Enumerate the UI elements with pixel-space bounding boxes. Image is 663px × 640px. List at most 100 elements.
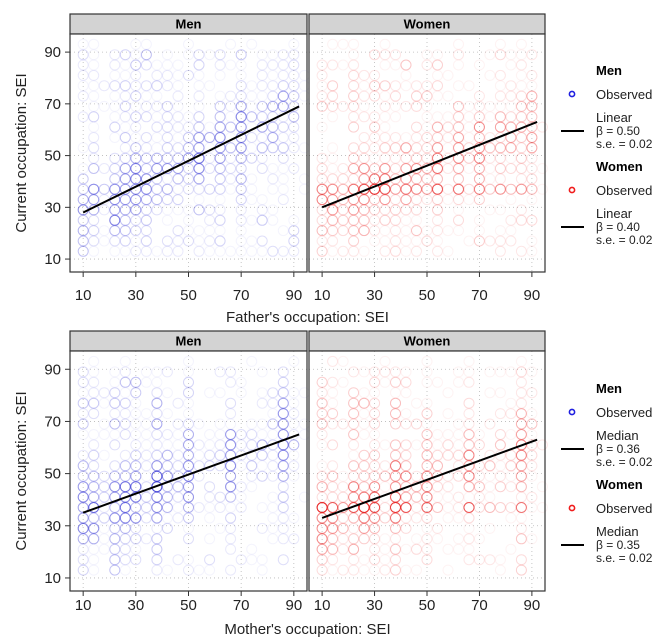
- observed-point: [140, 59, 152, 71]
- observed-point: [235, 121, 247, 133]
- observed-point: [172, 100, 184, 112]
- observed-point: [225, 142, 237, 154]
- observed-point: [172, 152, 184, 164]
- observed-point: [235, 194, 247, 206]
- observed-point: [267, 142, 279, 154]
- observed-point: [193, 235, 205, 247]
- observed-point: [119, 132, 131, 143]
- observed-point: [88, 163, 100, 174]
- observed-point: [246, 100, 258, 112]
- legend-point-key: [568, 90, 576, 98]
- observed-point: [288, 132, 300, 143]
- observed-point: [130, 173, 142, 185]
- legend-line-label-3: s.e. = 0.02: [596, 137, 653, 151]
- observed-point: [130, 204, 142, 216]
- observed-point: [193, 142, 205, 154]
- observed-point: [235, 49, 247, 61]
- observed-point: [235, 121, 247, 133]
- observed-point: [193, 132, 205, 143]
- observed-point: [183, 163, 194, 174]
- observed-point: [109, 204, 121, 216]
- observed-point: [119, 204, 131, 216]
- observed-point: [193, 49, 205, 61]
- observed-point: [161, 121, 173, 133]
- observed-point: [214, 111, 226, 123]
- observed-point: [109, 225, 121, 237]
- observed-point: [77, 173, 89, 185]
- observed-point: [119, 80, 131, 92]
- observed-point: [77, 183, 89, 195]
- observed-point: [246, 111, 258, 123]
- observed-point: [267, 214, 279, 226]
- observed-point: [193, 80, 205, 92]
- observed-point: [130, 163, 142, 174]
- observed-point: [214, 173, 226, 185]
- observed-point: [214, 152, 226, 164]
- observed-point: [256, 59, 268, 71]
- observed-point: [109, 204, 121, 216]
- observed-point: [235, 183, 247, 195]
- observed-point: [225, 183, 237, 195]
- observed-point: [109, 100, 121, 112]
- observed-point: [235, 111, 247, 123]
- observed-point: [88, 183, 100, 195]
- observed-point: [88, 235, 100, 247]
- observed-point: [109, 183, 121, 195]
- observed-point: [235, 235, 247, 247]
- observed-point: [88, 235, 100, 247]
- observed-point: [109, 183, 121, 195]
- observed-point: [288, 90, 300, 102]
- observed-point: [130, 152, 142, 164]
- observed-point: [193, 163, 205, 174]
- observed-point: [256, 163, 268, 174]
- observed-point: [267, 59, 279, 71]
- observed-point: [151, 194, 163, 206]
- observed-point: [140, 183, 152, 195]
- observed-point: [119, 214, 131, 226]
- observed-point: [225, 163, 237, 174]
- observed-point: [256, 142, 268, 154]
- observed-point: [267, 121, 279, 133]
- observed-point: [225, 142, 237, 154]
- observed-point: [109, 214, 121, 226]
- observed-point: [140, 152, 152, 164]
- observed-point: [246, 152, 258, 164]
- observed-point: [193, 132, 205, 143]
- observed-point: [88, 111, 100, 123]
- observed-point: [277, 245, 289, 257]
- observed-point: [214, 183, 226, 195]
- observed-point: [277, 225, 289, 237]
- observed-point: [256, 132, 268, 143]
- observed-point: [109, 183, 121, 195]
- observed-point: [109, 163, 121, 174]
- observed-point: [225, 163, 237, 174]
- observed-point: [267, 142, 279, 154]
- observed-point: [256, 235, 268, 247]
- x-tick-label: 10: [75, 597, 92, 614]
- observed-point: [140, 235, 152, 247]
- observed-point: [204, 235, 216, 247]
- observed-point: [130, 204, 142, 216]
- observed-point: [288, 225, 300, 237]
- observed-point: [288, 132, 300, 143]
- observed-point: [235, 183, 247, 195]
- observed-point: [161, 152, 173, 164]
- observed-point: [130, 59, 142, 71]
- observed-point: [98, 163, 110, 174]
- observed-point: [288, 111, 300, 123]
- observed-point: [277, 80, 289, 92]
- observed-point: [130, 204, 142, 216]
- observed-point: [204, 204, 216, 216]
- observed-point: [277, 90, 289, 102]
- observed-point: [267, 100, 279, 112]
- observed-point: [130, 142, 142, 154]
- observed-point: [119, 163, 131, 174]
- observed-points: [77, 38, 310, 257]
- observed-point: [214, 49, 226, 61]
- observed-point: [235, 152, 247, 164]
- observed-point: [140, 225, 152, 237]
- observed-point: [151, 152, 163, 164]
- observed-point: [172, 152, 184, 164]
